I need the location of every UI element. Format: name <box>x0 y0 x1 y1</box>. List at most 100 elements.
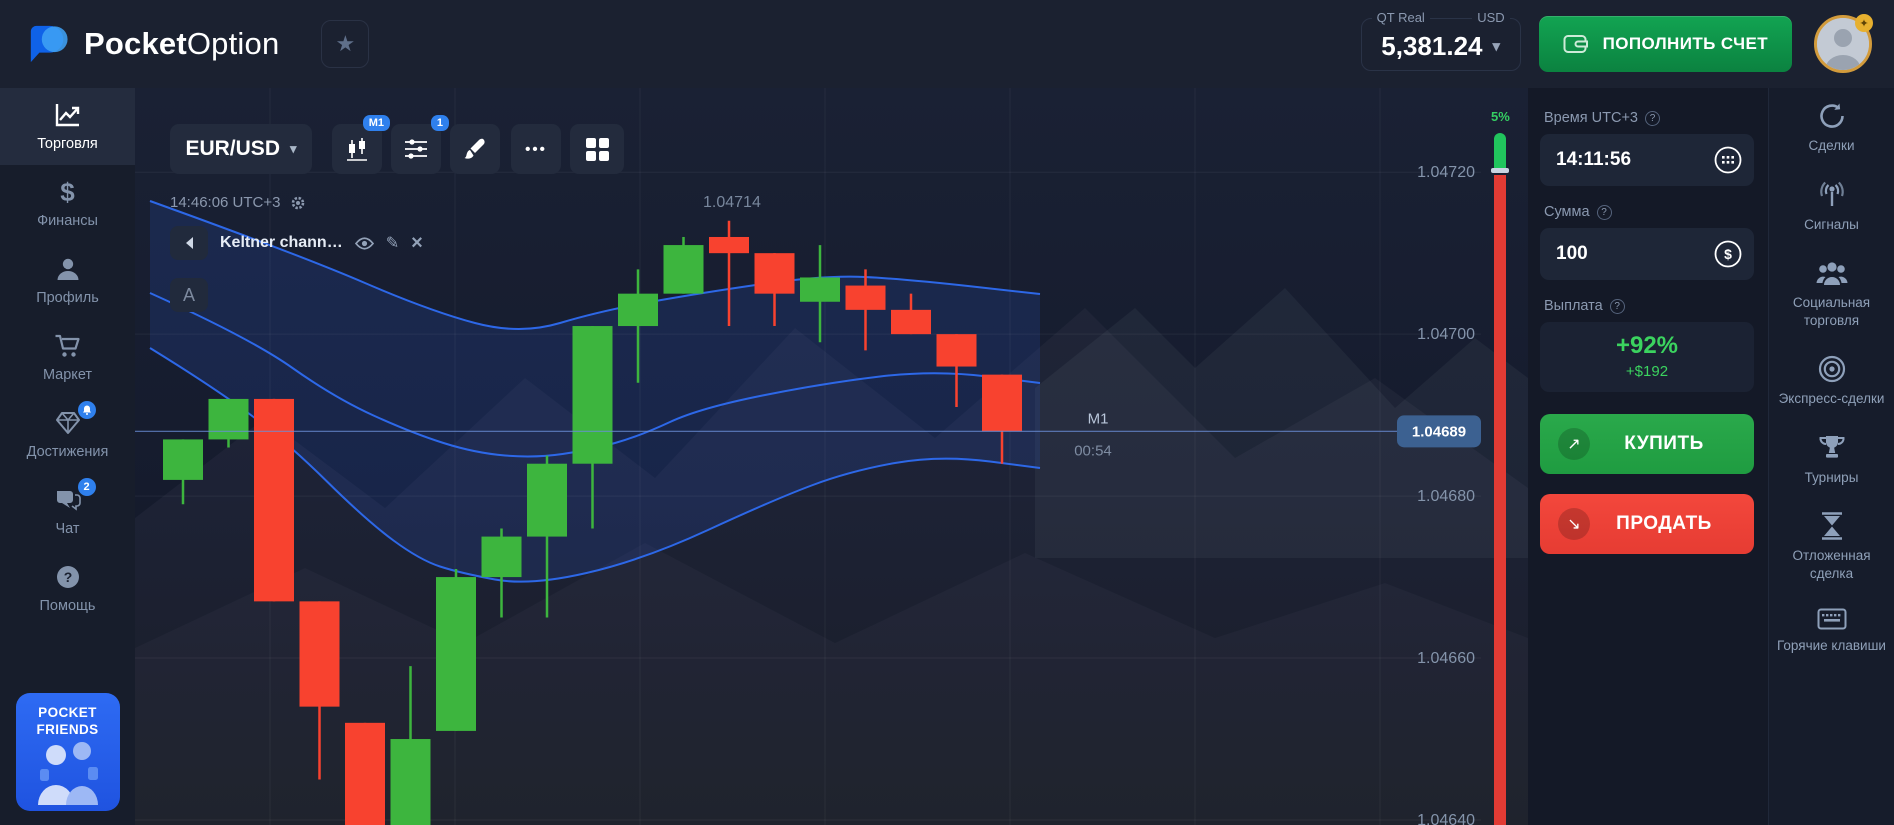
amount-input[interactable] <box>1540 243 1690 265</box>
chart-area[interactable]: 1.04714 M1 00:54 1.04720 1.04700 1.04680 1.046… <box>135 88 1528 825</box>
account-type-label: QT Real <box>1371 9 1430 25</box>
sidebar-item-label: Чат <box>55 521 80 537</box>
avatar[interactable]: ✦ <box>1814 14 1873 73</box>
candles-icon <box>347 138 367 161</box>
layout-grid-button[interactable] <box>570 124 624 174</box>
svg-text:1.04689: 1.04689 <box>1412 423 1466 440</box>
sidebar-item-express-deals[interactable]: Экспресс-сделки <box>1777 355 1887 408</box>
sidebar-item-finance[interactable]: $ Финансы <box>0 165 135 242</box>
time-input[interactable] <box>1540 149 1690 171</box>
edit-indicator-button[interactable]: ✎ <box>385 235 400 252</box>
balance-widget[interactable]: QT Real USD 5,381.24 ▾ <box>1360 9 1521 71</box>
help-circle-icon[interactable]: ? <box>1609 298 1625 314</box>
more-tools-button[interactable]: ••• <box>511 124 561 174</box>
candlestick-chart[interactable]: 1.04714 M1 00:54 1.04720 1.04700 1.04680 1.046… <box>135 88 1528 825</box>
buy-button-label: КУПИТЬ <box>1624 433 1704 454</box>
sidebar-item-chat[interactable]: 2 Чат <box>0 473 135 550</box>
collapse-indicator-button[interactable] <box>170 226 208 260</box>
people-group-icon <box>1816 262 1847 286</box>
toggle-visibility-button[interactable] <box>354 236 374 250</box>
svg-text:?: ? <box>63 569 72 585</box>
sidebar-item-hotkeys[interactable]: Горячие клавиши <box>1777 608 1887 655</box>
sidebar-item-label: Финансы <box>37 213 98 229</box>
currency-label: USD <box>1472 9 1510 25</box>
cart-icon <box>54 332 82 360</box>
svg-text:1.04640: 1.04640 <box>1417 812 1475 825</box>
sidebar-item-achievements[interactable]: Достижения <box>0 396 135 473</box>
balance-value: 5,381.24 <box>1381 30 1483 61</box>
amount-input-wrap: $ <box>1540 228 1754 280</box>
buy-button[interactable]: ↗ КУПИТЬ <box>1540 414 1754 474</box>
sidebar-item-label: Профиль <box>36 290 99 306</box>
chat-bubbles-icon: 2 <box>54 478 96 514</box>
right-sidebar: Сделки Сигналы Социальная торгов <box>1768 88 1894 825</box>
help-circle-icon[interactable]: ? <box>1596 204 1612 220</box>
svg-text:1.04714: 1.04714 <box>703 194 761 211</box>
brand-logo[interactable]: PocketOption <box>24 23 279 65</box>
sidebar-item-tournaments[interactable]: Турниры <box>1777 434 1887 487</box>
sidebar-item-pending-deal[interactable]: Отложенная сделка <box>1777 512 1887 582</box>
left-sidebar: Торговля $ Финансы Профиль Маркет <box>0 88 135 825</box>
svg-text:5%: 5% <box>1491 109 1510 124</box>
question-circle-icon: ? <box>55 563 81 591</box>
gear-icon[interactable] <box>290 195 306 211</box>
arrow-down-right-icon: ↘ <box>1558 508 1590 540</box>
time-input-wrap <box>1540 134 1754 186</box>
payout-percent: +92% <box>1615 332 1679 359</box>
banner-line1: POCKET <box>38 705 97 720</box>
sidebar-item-signals[interactable]: Сигналы <box>1777 181 1887 234</box>
clock-value: 14:46:06 UTC+3 <box>170 194 281 211</box>
sell-button[interactable]: ↘ ПРОДАТЬ <box>1540 494 1754 554</box>
hourglass-icon <box>1821 512 1842 541</box>
sidebar-item-market[interactable]: Маркет <box>0 319 135 396</box>
time-keypad-button[interactable] <box>1714 146 1742 174</box>
symbol-label: EUR/USD <box>185 137 280 160</box>
time-label: Время UTC+3 ? <box>1544 110 1754 126</box>
sell-button-label: ПРОДАТЬ <box>1616 513 1712 534</box>
payout-box: +92% +$192 <box>1540 322 1754 392</box>
indicators-count-badge: 1 <box>430 115 449 131</box>
indicators-button[interactable]: 1 <box>391 115 449 174</box>
annotation-label-button[interactable]: A <box>170 278 208 312</box>
chevron-down-icon: ▾ <box>1492 38 1501 55</box>
chart-type-button[interactable]: M1 <box>332 115 390 174</box>
chart-trend-icon <box>54 101 82 129</box>
wallet-icon <box>1563 35 1588 53</box>
sidebar-item-label: Достижения <box>26 444 109 460</box>
keyboard-icon <box>1817 608 1846 630</box>
deposit-button[interactable]: ПОПОЛНИТЬ СЧЕТ <box>1538 16 1792 72</box>
keypad-icon <box>1714 146 1742 174</box>
payout-label: Выплата ? <box>1544 298 1754 314</box>
sidebar-item-trading[interactable]: Торговля <box>0 88 135 165</box>
svg-text:1.04700: 1.04700 <box>1417 326 1475 343</box>
vip-badge-icon: ✦ <box>1855 14 1873 32</box>
sidebar-item-label: Торговля <box>37 136 98 152</box>
sliders-icon <box>405 139 427 159</box>
payout-amount: +$192 <box>1625 363 1669 380</box>
banner-line2: FRIENDS <box>36 721 99 737</box>
symbol-selector[interactable]: EUR/USD ▾ <box>170 124 312 174</box>
remove-indicator-button[interactable]: × <box>411 231 423 254</box>
chevron-left-icon <box>186 237 193 249</box>
sidebar-item-deals[interactable]: Сделки <box>1777 102 1887 155</box>
arrow-up-right-icon: ↗ <box>1558 428 1590 460</box>
star-icon: ★ <box>335 31 356 56</box>
pocket-friends-banner[interactable]: POCKET FRIENDS <box>15 693 120 811</box>
amount-label: Сумма ? <box>1544 204 1754 220</box>
pocket-option-logo-icon <box>30 25 68 63</box>
help-circle-icon[interactable]: ? <box>1644 110 1660 126</box>
deposit-button-label: ПОПОЛНИТЬ СЧЕТ <box>1602 34 1768 53</box>
indicator-name: Keltner chann… <box>220 234 343 251</box>
currency-toggle-button[interactable]: $ <box>1714 240 1742 268</box>
svg-text:00:54: 00:54 <box>1074 442 1112 459</box>
sidebar-item-social-trading[interactable]: Социальная торговля <box>1777 259 1887 329</box>
sidebar-item-help[interactable]: ? Помощь <box>0 550 135 627</box>
drawing-tools-button[interactable] <box>450 124 500 174</box>
friends-illustration <box>37 741 98 805</box>
favorites-button[interactable]: ★ <box>321 20 370 68</box>
trade-panel: Время UTC+3 ? Сумма ? <box>1528 88 1768 825</box>
sidebar-item-profile[interactable]: Профиль <box>0 242 135 319</box>
ellipsis-icon: ••• <box>525 140 547 158</box>
gem-icon <box>54 401 96 437</box>
